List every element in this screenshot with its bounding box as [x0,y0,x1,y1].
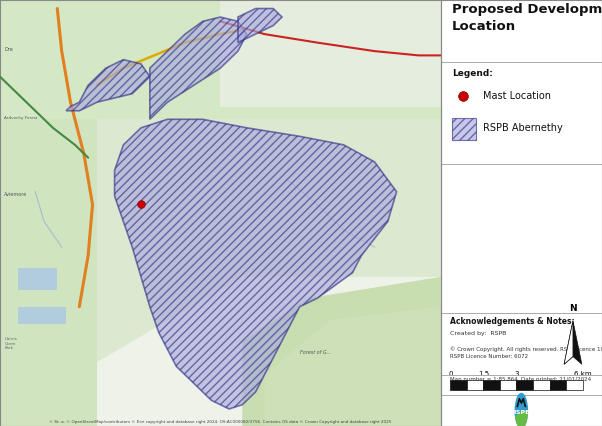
Text: N: N [569,304,577,313]
Circle shape [515,393,528,426]
Bar [517,380,533,390]
Polygon shape [0,0,97,426]
Polygon shape [564,321,573,364]
Text: © St. a. © OpenStreetMap/contributors © Esri copyright and database right 2024. : © St. a. © OpenStreetMap/contributors © … [49,420,391,424]
Bar [17,268,57,290]
Bar [17,307,66,324]
Text: Map number = 1:85,864: Map number = 1:85,864 [450,377,518,382]
Text: Aviemore: Aviemore [4,192,28,197]
Polygon shape [150,17,247,119]
Text: 0: 0 [448,371,453,377]
Text: Created by:  RSPB: Created by: RSPB [450,331,507,336]
Text: 1.5: 1.5 [478,371,489,377]
Text: Mast Location: Mast Location [483,91,551,101]
Polygon shape [564,321,582,364]
Polygon shape [0,0,441,119]
Bar [450,380,467,390]
Bar [550,380,566,390]
Polygon shape [238,9,282,43]
Bar [500,380,517,390]
Text: Legend:: Legend: [452,69,493,78]
Text: 6 km: 6 km [574,371,591,377]
Text: Cairns
Gorm
Park: Cairns Gorm Park [4,337,17,350]
Text: 3: 3 [514,371,519,377]
Bar [533,380,550,390]
Text: © Crown Copyright. All rights reserved. RSPB licence 100021787-10 Crown Copyrigh: © Crown Copyright. All rights reserved. … [450,346,602,359]
Bar [467,380,483,390]
Bar [483,380,500,390]
Polygon shape [264,307,441,426]
Text: RSPB: RSPB [512,410,531,415]
Polygon shape [97,277,441,426]
Bar [566,380,583,390]
Text: Ardvechy Forest: Ardvechy Forest [4,116,38,120]
Polygon shape [66,60,150,111]
Wedge shape [515,411,528,426]
Bar [452,118,476,140]
Polygon shape [220,0,441,106]
Polygon shape [114,119,397,409]
Text: Proposed Development
Location: Proposed Development Location [452,3,602,33]
Text: Forest of G...: Forest of G... [300,350,330,354]
Text: Acknowledgements & Notes:: Acknowledgements & Notes: [450,317,575,326]
Text: Dre: Dre [4,47,13,52]
Text: Date printed: 21/01/2024: Date printed: 21/01/2024 [521,377,591,382]
Text: RSPB Abernethy: RSPB Abernethy [483,123,562,133]
Polygon shape [243,277,441,426]
